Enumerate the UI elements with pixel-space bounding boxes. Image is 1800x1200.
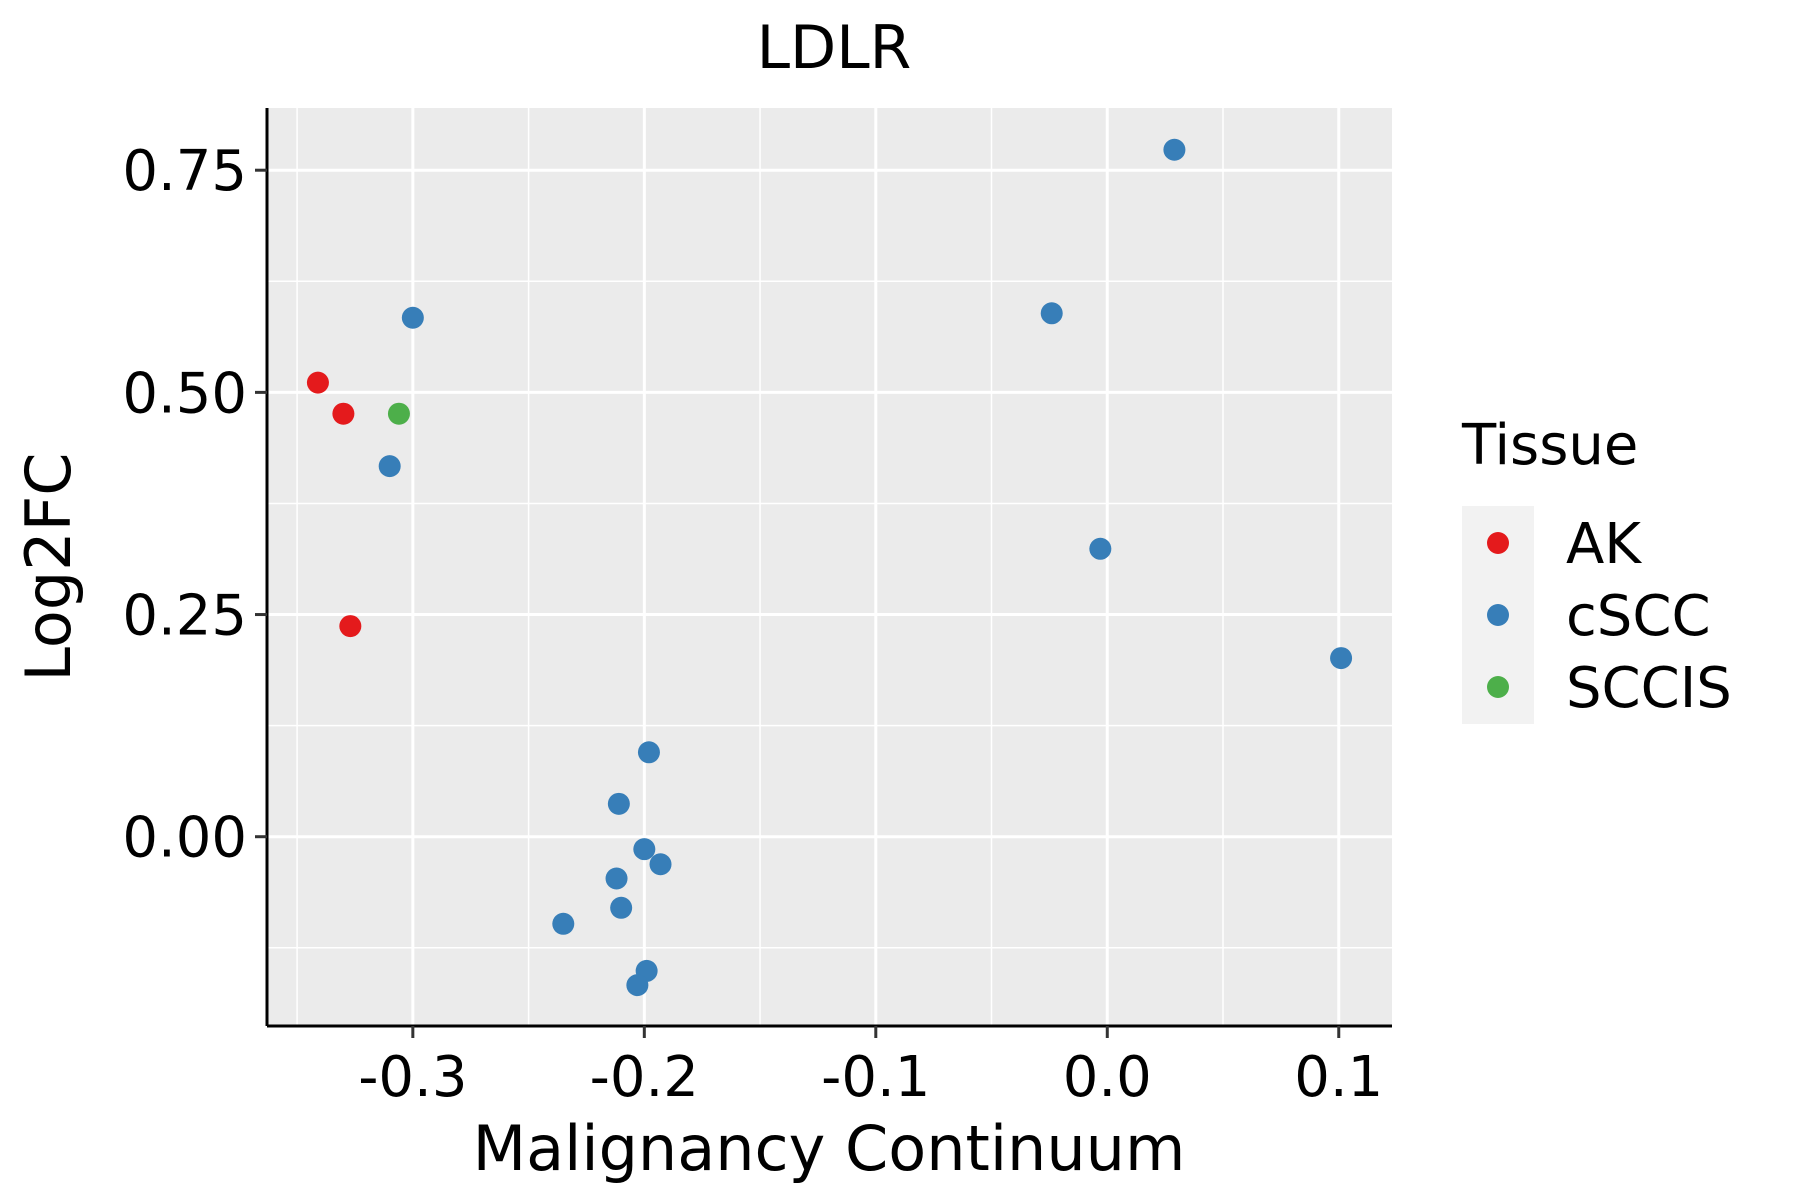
- point-cscc: [626, 974, 649, 997]
- point-ak: [306, 371, 329, 394]
- x-tick-label: 0.0: [1063, 1045, 1152, 1110]
- chart-title: LDLR: [757, 13, 912, 83]
- point-cscc: [649, 853, 672, 876]
- x-tick-label: 0.1: [1294, 1045, 1383, 1110]
- legend: Tissue AK cSCC SCCIS: [1461, 413, 1732, 724]
- grid-major: [267, 108, 1392, 1026]
- point-cscc: [605, 867, 628, 890]
- legend-label-ak: AK: [1566, 512, 1642, 577]
- x-axis-ticks: -0.3 -0.2 -0.1 0.0 0.1: [358, 1026, 1383, 1110]
- point-cscc: [378, 455, 401, 478]
- y-tick-label: 0.00: [122, 806, 247, 871]
- grid-minor: [267, 108, 1392, 1026]
- y-axis-ticks: 0.00 0.25 0.50 0.75: [122, 139, 267, 871]
- legend-title: Tissue: [1461, 413, 1638, 478]
- point-cscc: [1089, 537, 1112, 560]
- y-tick-label: 0.25: [122, 584, 247, 649]
- point-cscc: [1330, 647, 1353, 670]
- data-points: [306, 138, 1353, 997]
- point-cscc: [401, 306, 424, 329]
- legend-key-ak: [1487, 532, 1509, 554]
- point-cscc: [1163, 138, 1186, 161]
- point-cscc: [610, 896, 633, 919]
- plot-panel: [267, 108, 1392, 1026]
- x-tick-label: -0.1: [821, 1045, 930, 1110]
- legend-key-cscc: [1487, 604, 1509, 626]
- point-cscc: [633, 838, 656, 861]
- point-ak: [332, 402, 355, 425]
- point-cscc: [1040, 302, 1063, 325]
- point-ak: [339, 615, 362, 638]
- point-cscc: [637, 741, 660, 764]
- y-tick-label: 0.75: [122, 139, 247, 204]
- point-cscc: [607, 792, 630, 815]
- point-cscc: [552, 912, 575, 935]
- legend-key-sccis: [1487, 676, 1509, 698]
- legend-label-sccis: SCCIS: [1566, 656, 1732, 721]
- x-tick-label: -0.3: [358, 1045, 467, 1110]
- x-axis-label: Malignancy Continuum: [473, 1112, 1186, 1185]
- y-tick-label: 0.50: [122, 361, 247, 426]
- x-tick-label: -0.2: [590, 1045, 699, 1110]
- legend-label-cscc: cSCC: [1566, 584, 1711, 649]
- point-sccis: [387, 402, 410, 425]
- y-axis-label: Log2FC: [12, 452, 85, 681]
